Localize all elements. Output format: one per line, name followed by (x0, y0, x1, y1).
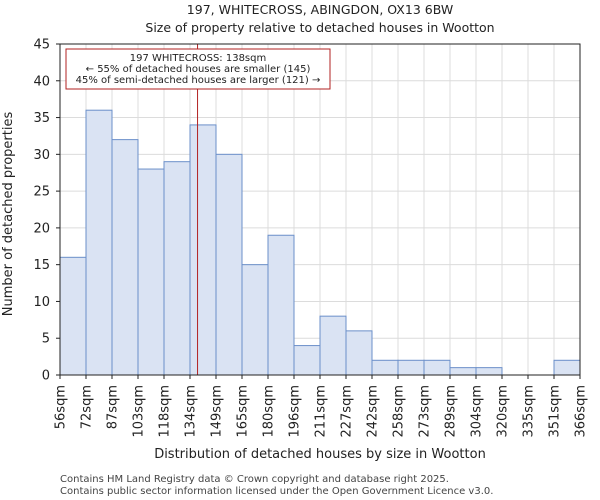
x-tick-label: 258sqm (392, 385, 407, 438)
x-tick-label: 134sqm (184, 385, 199, 438)
y-tick-label: 5 (42, 332, 50, 347)
histogram-bar (345, 330, 373, 376)
x-tick-label: 227sqm (340, 385, 355, 438)
x-tick-label: 165sqm (236, 385, 251, 438)
y-tick-label: 25 (33, 185, 50, 200)
footer-line-2: Contains public sector information licen… (60, 486, 493, 497)
y-tick-label: 10 (33, 295, 50, 310)
histogram-bar (215, 153, 243, 376)
x-tick-label: 87sqm (106, 385, 121, 429)
histogram-bar (85, 109, 113, 376)
y-tick-label: 0 (42, 369, 50, 384)
chart-subtitle: Size of property relative to detached ho… (145, 20, 494, 35)
y-tick-label: 20 (33, 221, 50, 236)
histogram-bar (111, 139, 139, 376)
x-tick-label: 304sqm (470, 385, 485, 438)
x-tick-label: 211sqm (314, 385, 329, 438)
annotation-line: 45% of semi-detached houses are larger (… (76, 75, 321, 86)
x-tick-label: 351sqm (548, 385, 563, 438)
x-tick-label: 273sqm (418, 385, 433, 438)
histogram-bar (371, 359, 399, 376)
histogram-bar (319, 315, 347, 376)
histogram-bar (475, 367, 503, 376)
histogram-bar (189, 124, 217, 376)
histogram-bar (397, 359, 425, 376)
histogram-bar (59, 256, 87, 376)
histogram-bar (449, 367, 477, 376)
histogram-bar (241, 264, 269, 376)
y-axis-ticks: 0 5 10 15 20 25 30 35 40 45 (33, 38, 60, 384)
x-tick-label: 289sqm (444, 385, 459, 438)
chart-title: 197, WHITECROSS, ABINGDON, OX13 6BW (187, 2, 453, 17)
histogram-bar (163, 161, 191, 376)
y-tick-label: 40 (33, 74, 50, 89)
x-tick-label: 103sqm (132, 385, 147, 438)
x-tick-label: 56sqm (54, 385, 69, 429)
y-tick-label: 35 (33, 111, 50, 126)
annotation-line: 197 WHITECROSS: 138sqm (130, 53, 266, 64)
histogram-bar (423, 359, 451, 376)
annotation-box (65, 48, 331, 90)
y-tick-label: 45 (33, 38, 50, 53)
x-tick-label: 196sqm (288, 385, 303, 438)
y-tick-label: 15 (33, 258, 50, 273)
x-tick-label: 366sqm (574, 385, 589, 438)
x-tick-label: 180sqm (262, 385, 277, 438)
x-tick-label: 335sqm (522, 385, 537, 438)
property-marker: 197 WHITECROSS: 138sqm← 55% of detached … (65, 44, 331, 375)
annotation-line: ← 55% of detached houses are smaller (14… (86, 64, 311, 75)
y-axis-title: Number of detached properties (1, 112, 16, 317)
x-axis-ticks: 56sqm 72sqm 87sqm 103sqm 118sqm 134sqm 149sqm 1… (54, 375, 589, 438)
x-tick-label: 320sqm (496, 385, 511, 438)
histogram-bar (553, 359, 581, 376)
bars-group (59, 109, 581, 376)
x-axis-title: Distribution of detached houses by size … (154, 447, 486, 462)
footer-line-1: Contains HM Land Registry data © Crown c… (60, 474, 449, 485)
x-tick-label: 149sqm (210, 385, 225, 438)
histogram-bar (137, 168, 165, 376)
histogram-bar (267, 234, 295, 376)
x-tick-label: 118sqm (158, 385, 173, 438)
y-tick-label: 30 (33, 148, 50, 163)
x-tick-label: 72sqm (80, 385, 95, 429)
x-tick-label: 242sqm (366, 385, 381, 438)
histogram-bar (293, 345, 321, 376)
